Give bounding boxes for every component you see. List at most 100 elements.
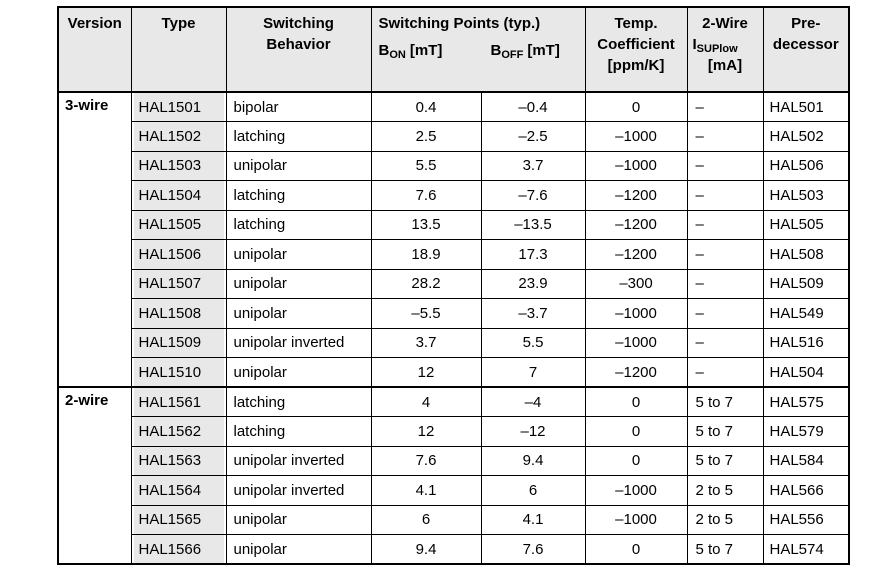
version-cell-3wire: 3-wire <box>57 91 132 388</box>
b-off-cell: 17.3 <box>480 239 586 270</box>
i-suplow-subscript: SUPlow <box>696 43 738 55</box>
b-off-cell: 7.6 <box>480 534 586 565</box>
i-sup-cell: 2 to 5 <box>686 504 764 535</box>
behavior-cell: unipolar inverted <box>225 327 372 358</box>
predecessor-cell: HAL584 <box>762 445 850 476</box>
temp-coeff-cell: 0 <box>584 91 688 122</box>
behavior-cell: latching <box>225 180 372 211</box>
temp-coeff-cell: 0 <box>584 445 688 476</box>
predecessor-cell: HAL502 <box>762 121 850 152</box>
temp-coeff-cell: 0 <box>584 416 688 447</box>
b-on-cell: 2.5 <box>370 121 482 152</box>
col-header-2wire-isuplow: 2-Wire ISUPlow [mA] <box>686 6 764 93</box>
b-on-cell: 7.6 <box>370 445 482 476</box>
behavior-cell: unipolar <box>225 534 372 565</box>
b-on-label: BON [mT] <box>378 42 443 61</box>
table-row: HAL1505 latching 13.5 –13.5 –1200 – HAL5… <box>58 209 850 240</box>
type-cell: HAL1501 <box>130 91 227 122</box>
i-sup-cell: – <box>686 121 764 152</box>
switching-points-title: Switching Points (typ.) <box>378 15 541 32</box>
type-cell: HAL1510 <box>130 357 227 388</box>
type-cell: HAL1503 <box>130 150 227 181</box>
temp-coeff-cell: –1200 <box>584 209 688 240</box>
behavior-cell: latching <box>225 121 372 152</box>
behavior-cell: unipolar <box>225 298 372 329</box>
type-cell: HAL1509 <box>130 327 227 358</box>
temp-coeff-cell: 0 <box>584 386 688 417</box>
type-cell: HAL1505 <box>130 209 227 240</box>
predecessor-cell: HAL508 <box>762 239 850 270</box>
table-row: HAL1507 unipolar 28.2 23.9 –300 – HAL509 <box>58 268 850 299</box>
behavior-header-line2: Behavior <box>266 36 331 53</box>
predecessor-cell: HAL509 <box>762 268 850 299</box>
table-row: 3-wire HAL1501 bipolar 0.4 –0.4 0 – HAL5… <box>57 91 850 388</box>
behavior-cell: unipolar inverted <box>225 475 372 506</box>
sensor-spec-table: Version Type Switching Behavior Switchin… <box>57 6 850 565</box>
col-header-switching-points: Switching Points (typ.) BON [mT] BOFF [mT] <box>370 6 586 93</box>
i-sup-cell: – <box>686 327 764 358</box>
i-sup-cell: – <box>686 239 764 270</box>
b-off-cell: 3.7 <box>480 150 586 181</box>
temp-coeff-cell: –300 <box>584 268 688 299</box>
col-header-type: Type <box>130 6 227 93</box>
temp-coeff-cell: –1200 <box>584 357 688 388</box>
i-sup-cell: 2 to 5 <box>686 475 764 506</box>
table-row: HAL1506 unipolar 18.9 17.3 –1200 – HAL50… <box>58 239 850 270</box>
table-row: HAL1563 unipolar inverted 7.6 9.4 0 5 to… <box>58 445 850 476</box>
behavior-cell: latching <box>225 209 372 240</box>
temp-coeff-cell: –1000 <box>584 504 688 535</box>
switching-points-subheaders: BON [mT] BOFF [mT] <box>379 40 585 61</box>
b-off-cell: 9.4 <box>480 445 586 476</box>
i-sup-cell: 5 to 7 <box>686 416 764 447</box>
b-on-subscript: ON <box>389 49 406 61</box>
i-sup-cell: – <box>686 209 764 240</box>
table-row: HAL1566 unipolar 9.4 7.6 0 5 to 7 HAL574 <box>58 534 850 565</box>
table-row: HAL1510 unipolar 12 7 –1200 – HAL504 <box>58 357 850 388</box>
table-row: HAL1503 unipolar 5.5 3.7 –1000 – HAL506 <box>58 150 850 181</box>
i-sup-cell: 5 to 7 <box>686 445 764 476</box>
b-on-cell: 12 <box>370 416 482 447</box>
behavior-cell: unipolar <box>225 357 372 388</box>
col-header-temp-coefficient: Temp. Coefficient [ppm/K] <box>584 6 688 93</box>
b-on-cell: 7.6 <box>370 180 482 211</box>
predecessor-cell: HAL501 <box>762 91 850 122</box>
predecessor-cell: HAL503 <box>762 180 850 211</box>
b-on-cell: 3.7 <box>370 327 482 358</box>
i-sup-cell: – <box>686 91 764 122</box>
behavior-cell: unipolar <box>225 504 372 535</box>
type-cell: HAL1565 <box>130 504 227 535</box>
behavior-cell: unipolar <box>225 268 372 299</box>
predecessor-cell: HAL575 <box>762 386 850 417</box>
b-on-cell: 13.5 <box>370 209 482 240</box>
temp-coeff-cell: 0 <box>584 534 688 565</box>
predecessor-cell: HAL506 <box>762 150 850 181</box>
predecessor-cell: HAL556 <box>762 504 850 535</box>
type-cell: HAL1562 <box>130 416 227 447</box>
b-off-subscript: OFF <box>501 49 524 61</box>
behavior-header-line1: Switching <box>263 15 334 32</box>
predecessor-cell: HAL505 <box>762 209 850 240</box>
b-off-cell: –13.5 <box>480 209 586 240</box>
table-row: HAL1509 unipolar inverted 3.7 5.5 –1000 … <box>58 327 850 358</box>
behavior-cell: latching <box>225 416 372 447</box>
predecessor-cell: HAL579 <box>762 416 850 447</box>
i-sup-cell: – <box>686 268 764 299</box>
predecessor-cell: HAL549 <box>762 298 850 329</box>
b-off-cell: –0.4 <box>480 91 586 122</box>
b-off-cell: –12 <box>480 416 586 447</box>
i-suplow-label: ISUPlow <box>692 36 738 55</box>
i-sup-cell: 5 to 7 <box>686 386 764 417</box>
behavior-cell: latching <box>225 386 372 417</box>
b-on-cell: 6 <box>370 504 482 535</box>
b-on-cell: 9.4 <box>370 534 482 565</box>
predecessor-cell: HAL504 <box>762 357 850 388</box>
b-on-cell: –5.5 <box>370 298 482 329</box>
table-row: HAL1565 unipolar 6 4.1 –1000 2 to 5 HAL5… <box>58 504 850 535</box>
table-row: HAL1508 unipolar –5.5 –3.7 –1000 – HAL54… <box>58 298 850 329</box>
b-on-cell: 4 <box>370 386 482 417</box>
i-sup-cell: – <box>686 298 764 329</box>
table-row: HAL1562 latching 12 –12 0 5 to 7 HAL579 <box>58 416 850 447</box>
header-row: Version Type Switching Behavior Switchin… <box>57 6 850 93</box>
col-header-switching-behavior: Switching Behavior <box>225 6 372 93</box>
temp-coeff-cell: –1000 <box>584 150 688 181</box>
